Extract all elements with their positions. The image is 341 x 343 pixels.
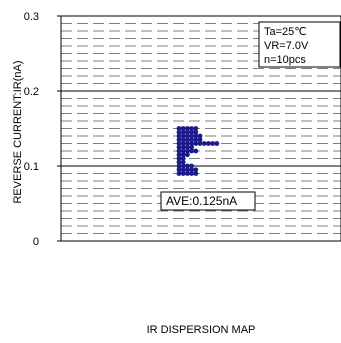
data-point [176, 126, 182, 131]
data-point [189, 163, 195, 169]
data-point [210, 141, 216, 146]
data-point [185, 171, 190, 176]
data-point [180, 129, 186, 135]
data-point [176, 129, 182, 135]
y-axis: 0 0.1 0.2 0.3 [24, 11, 61, 248]
data-point [176, 163, 182, 169]
data-point [193, 133, 199, 139]
data-point [197, 133, 203, 139]
data-point [193, 137, 199, 143]
data-point [176, 159, 182, 165]
y-tick-label: 0.3 [24, 11, 39, 23]
data-point [189, 141, 195, 146]
data-point [176, 148, 182, 154]
data-point [185, 144, 190, 150]
data-point [189, 126, 195, 131]
data-point [189, 137, 195, 143]
data-point [180, 167, 186, 173]
data-point [176, 141, 182, 146]
data-point [180, 163, 186, 169]
data-point [193, 171, 199, 176]
data-point [197, 141, 203, 146]
data-point [180, 141, 186, 146]
data-point [180, 156, 186, 161]
data-point [189, 133, 195, 139]
average-label: AVE:0.125nA [166, 194, 237, 208]
data-point [193, 148, 199, 154]
data-point [189, 144, 195, 150]
data-point [193, 129, 199, 135]
data-point [193, 167, 199, 173]
data-point [185, 141, 190, 146]
plot-frame [60, 15, 341, 242]
data-point [185, 152, 190, 158]
y-tick-label: 0 [33, 236, 39, 248]
data-point [176, 156, 182, 161]
y-axis-title: REVERSE CURRENT:IR(nA) [12, 60, 24, 203]
data-point [185, 148, 190, 154]
condition-voltage: VR=7.0V [264, 40, 309, 52]
condition-sample-count: n=10pcs [264, 54, 306, 66]
data-point [197, 137, 203, 143]
data-point [193, 126, 199, 131]
data-point [180, 137, 186, 143]
data-point [180, 159, 186, 165]
data-point [180, 133, 186, 139]
data-point [176, 144, 182, 150]
data-point [201, 141, 207, 146]
data-point [185, 167, 190, 173]
data-point [206, 141, 211, 146]
condition-temperature: Ta=25℃ [264, 26, 307, 38]
data-point [176, 171, 182, 176]
data-point [185, 137, 190, 143]
data-point [185, 133, 190, 139]
data-point [185, 129, 190, 135]
y-tick-label: 0.1 [24, 161, 39, 173]
data-point [189, 148, 195, 154]
data-point [180, 171, 186, 176]
data-point [214, 141, 220, 146]
data-point [185, 126, 190, 131]
data-point [176, 167, 182, 173]
data-point [180, 126, 186, 131]
average-box: AVE:0.125nA [160, 191, 256, 211]
chart-title: IR DISPERSION MAP [147, 324, 256, 336]
data-point [180, 152, 186, 158]
conditions-box: Ta=25℃ VR=7.0V n=10pcs [258, 21, 341, 68]
data-point [189, 167, 195, 173]
data-point [180, 148, 186, 154]
data-point [189, 129, 195, 135]
data-point [185, 163, 190, 169]
data-point [176, 133, 182, 139]
y-tick-label: 0.2 [24, 86, 39, 98]
data-point [176, 137, 182, 143]
data-point [193, 141, 199, 146]
data-point [176, 152, 182, 158]
data-point [189, 171, 195, 176]
data-points [176, 126, 220, 176]
data-point [180, 144, 186, 150]
